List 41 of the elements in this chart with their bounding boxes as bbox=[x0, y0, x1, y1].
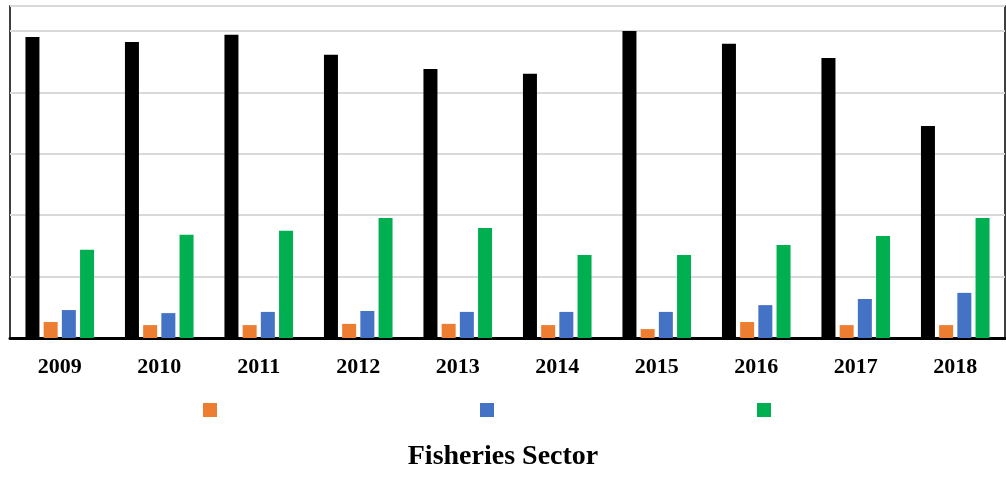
bar bbox=[279, 230, 294, 338]
x-tick-label: 2017 bbox=[833, 352, 878, 378]
bar bbox=[677, 255, 692, 338]
bar bbox=[957, 292, 972, 338]
bar bbox=[143, 325, 158, 338]
x-tick-label: 2011 bbox=[237, 352, 281, 378]
bar bbox=[559, 311, 574, 338]
bar bbox=[758, 305, 773, 338]
bar bbox=[260, 311, 275, 338]
bar bbox=[839, 325, 854, 338]
bar bbox=[640, 329, 655, 338]
bar bbox=[342, 323, 357, 338]
bar bbox=[61, 310, 76, 338]
bar bbox=[876, 236, 891, 338]
bar bbox=[577, 255, 592, 338]
x-tick-label: 2018 bbox=[933, 352, 978, 378]
bar bbox=[939, 325, 954, 338]
bar bbox=[975, 217, 990, 338]
bar bbox=[658, 311, 673, 338]
bar bbox=[459, 311, 474, 338]
x-tick-label: 2015 bbox=[634, 352, 679, 378]
bar bbox=[378, 217, 393, 338]
text: Fisheries Sector bbox=[407, 438, 599, 470]
bar bbox=[80, 249, 95, 338]
bar bbox=[179, 234, 194, 338]
bar bbox=[478, 228, 493, 338]
bar bbox=[776, 244, 791, 338]
bar bbox=[541, 325, 556, 338]
x-tick-label: 2016 bbox=[734, 352, 779, 378]
x-tick-label: 2012 bbox=[336, 352, 381, 378]
bar bbox=[360, 310, 375, 338]
x-tick-label: 2010 bbox=[137, 352, 182, 378]
bar bbox=[161, 313, 176, 338]
x-tick-label: 2009 bbox=[37, 352, 82, 378]
bar bbox=[242, 325, 257, 338]
bar bbox=[43, 322, 58, 338]
bar bbox=[857, 299, 872, 338]
x-tick-label: 2013 bbox=[435, 352, 480, 378]
x-tick-label: 2014 bbox=[535, 352, 580, 378]
bar bbox=[441, 323, 456, 338]
bar bbox=[740, 322, 755, 338]
